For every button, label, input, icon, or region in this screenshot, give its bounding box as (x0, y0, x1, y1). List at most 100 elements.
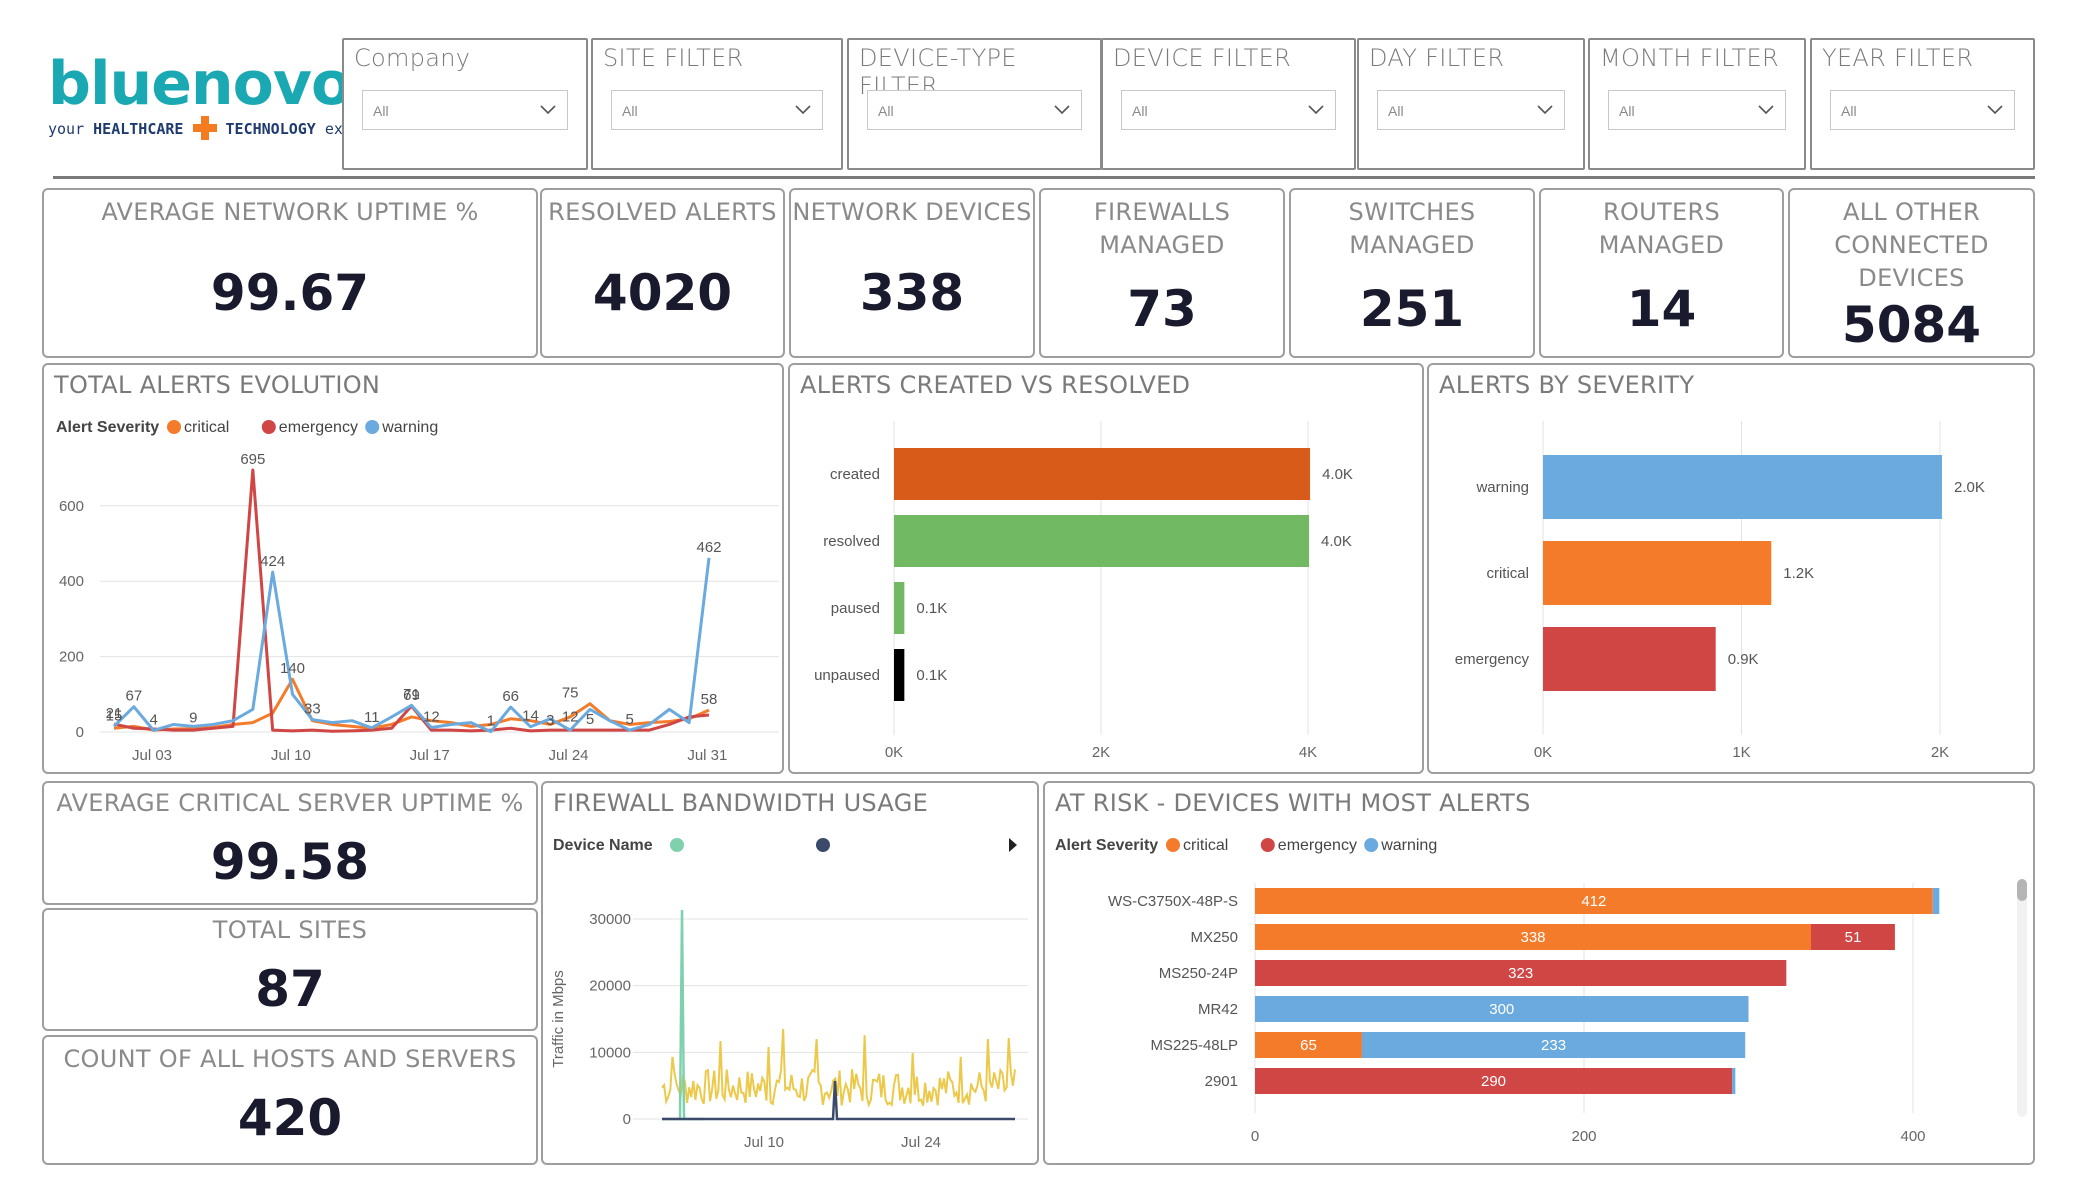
filter-dropdown[interactable]: All (1608, 90, 1786, 130)
chevron-down-icon (1758, 105, 1774, 115)
filter-site-filter: SITE FILTER All (591, 38, 843, 170)
legend-label-warning: warning (1380, 837, 1437, 854)
kpi-title: AVERAGE CRITICAL SERVER UPTIME % (56, 789, 524, 817)
y-tick-label: 600 (59, 498, 84, 515)
legend-label-critical: critical (184, 419, 229, 436)
alerts-by-severity-chart: 0K 1K 2K warning 2.0K critical 1.2K emergency 0.… (1455, 421, 1985, 761)
bar-segment-emergency (1255, 960, 1787, 986)
filter-value: All (1388, 103, 1404, 119)
category-label: MS250-24P (1159, 965, 1238, 982)
kpi-resolved-alerts: RESOLVED ALERTS 4020 (540, 188, 785, 358)
x-tick-label: Jul 24 (548, 747, 588, 764)
legend-marker-warning (365, 420, 380, 434)
series-line-warning (112, 557, 711, 734)
kpi-value: 87 (255, 960, 325, 1018)
filter-dropdown[interactable]: All (867, 90, 1082, 130)
panel-firewall-bandwidth: FIREWALL BANDWIDTH USAGE Device Name 0 100… (541, 781, 1039, 1165)
data-label: 75 (562, 685, 579, 702)
filter-value: All (373, 103, 389, 119)
data-label: 5 (586, 711, 594, 728)
filter-title: YEAR FILTER (1822, 44, 1974, 72)
chevron-down-icon (540, 105, 556, 115)
brand-tag-a: HEALTHCARE (93, 120, 184, 138)
bar-value-label: 0.9K (1728, 651, 1759, 668)
data-label: 9 (189, 710, 197, 727)
legend-title: Alert Severity (56, 419, 159, 436)
filter-dropdown[interactable]: All (611, 90, 823, 130)
kpi-routers: ROUTERS MANAGED 14 (1539, 188, 1784, 358)
filter-device-filter: DEVICE FILTER All (1101, 38, 1356, 170)
kpi-network-devices: NETWORK DEVICES 338 (789, 188, 1035, 358)
bar-critical (1543, 541, 1772, 605)
bar-segment-critical (1255, 1032, 1362, 1058)
bar-segment-critical (1255, 924, 1812, 950)
alerts-evolution-chart: Alert Severity critical emergency warning 0 2… (56, 419, 779, 764)
kpi-other-devices: ALL OTHER CONNECTED DEVICES 5084 (1788, 188, 2035, 358)
panel-title: FIREWALL BANDWIDTH USAGE (553, 789, 929, 817)
bar-value-label: 233 (1541, 1037, 1566, 1054)
bar-emergency (1543, 627, 1716, 691)
x-tick-label: 0K (885, 744, 903, 761)
bar-segment-emergency (1255, 1068, 1733, 1094)
brand-logo: bluenovo your HEALTHCARE TECHNOLOGY expe… (48, 49, 388, 152)
x-tick-label: Jul 10 (271, 747, 311, 764)
kpi-title: AVERAGE NETWORK UPTIME % (101, 198, 479, 226)
data-label: 21 (106, 705, 123, 722)
category-label: MR42 (1198, 1001, 1238, 1018)
filter-month-filter: MONTH FILTER All (1588, 38, 1806, 170)
kpi-value: 251 (1359, 280, 1465, 338)
kpi-title-1: FIREWALLS (1093, 198, 1231, 226)
x-tick-label: Jul 31 (687, 747, 727, 764)
brand-name: bluenovo (48, 49, 352, 119)
filter-dropdown[interactable]: All (1377, 90, 1565, 130)
bar-warning (1543, 455, 1942, 519)
filter-dropdown[interactable]: All (1121, 90, 1336, 130)
kpi-total-sites: TOTAL SITES 87 (42, 908, 538, 1031)
x-tick-label: 4K (1299, 744, 1317, 761)
kpi-title-2: MANAGED (1598, 231, 1725, 259)
data-label: 67 (125, 688, 142, 705)
chevron-down-icon (1537, 105, 1553, 115)
filter-dropdown[interactable]: All (362, 90, 568, 130)
filter-value: All (622, 103, 638, 119)
kpi-title-1: ROUTERS (1603, 198, 1720, 226)
bar-segment-critical (1255, 888, 1933, 914)
data-label: 12 (562, 708, 579, 725)
panel-alerts-evolution: TOTAL ALERTS EVOLUTION Alert Severity cri… (42, 363, 784, 774)
filter-value: All (1132, 103, 1148, 119)
chevron-down-icon (1054, 105, 1070, 115)
panel-title: TOTAL ALERTS EVOLUTION (54, 371, 381, 399)
created-vs-resolved-chart: 0K 2K 4K created 4.0K resolved 4.0K paused 0.1K u… (814, 421, 1353, 761)
x-tick-label: Jul 03 (132, 747, 172, 764)
x-tick-label: 400 (1900, 1128, 1925, 1145)
brand-tag-b: TECHNOLOGY (225, 120, 316, 138)
legend-label-emergency: emergency (1278, 837, 1357, 854)
x-tick-label: 1K (1732, 744, 1750, 761)
kpi-title: TOTAL SITES (212, 916, 368, 944)
scrollbar-track[interactable] (2017, 879, 2027, 1117)
filter-dropdown[interactable]: All (1830, 90, 2015, 130)
data-label: 15 (106, 707, 123, 724)
legend-marker-emergency (261, 420, 276, 434)
panel-title: AT RISK - DEVICES WITH MOST ALERTS (1055, 789, 1531, 817)
scrollbar-thumb[interactable] (2017, 879, 2027, 901)
bar-value-label: 4.0K (1321, 533, 1352, 550)
legend-marker-critical (167, 420, 181, 434)
category-label: critical (1486, 565, 1529, 582)
category-label: 2901 (1205, 1073, 1238, 1090)
y-tick-label: 0 (623, 1111, 631, 1128)
filter-value: All (1841, 103, 1857, 119)
legend-title: Alert Severity (1055, 837, 1158, 854)
chevron-down-icon (795, 105, 811, 115)
data-label: 58 (701, 691, 718, 708)
data-label: 11 (364, 709, 380, 726)
bar-segment-warning (1255, 996, 1749, 1022)
category-label: resolved (823, 533, 880, 550)
bar-paused (894, 582, 905, 634)
y-tick-label: 0 (76, 724, 84, 741)
kpi-value: 99.67 (210, 264, 370, 322)
bar-value-label: 1.2K (1783, 565, 1814, 582)
data-label: 4 (149, 711, 157, 728)
legend-label-critical: critical (1183, 837, 1228, 854)
at-risk-chart: Alert Severity critical emergency warning 0 2… (1055, 837, 1940, 1145)
